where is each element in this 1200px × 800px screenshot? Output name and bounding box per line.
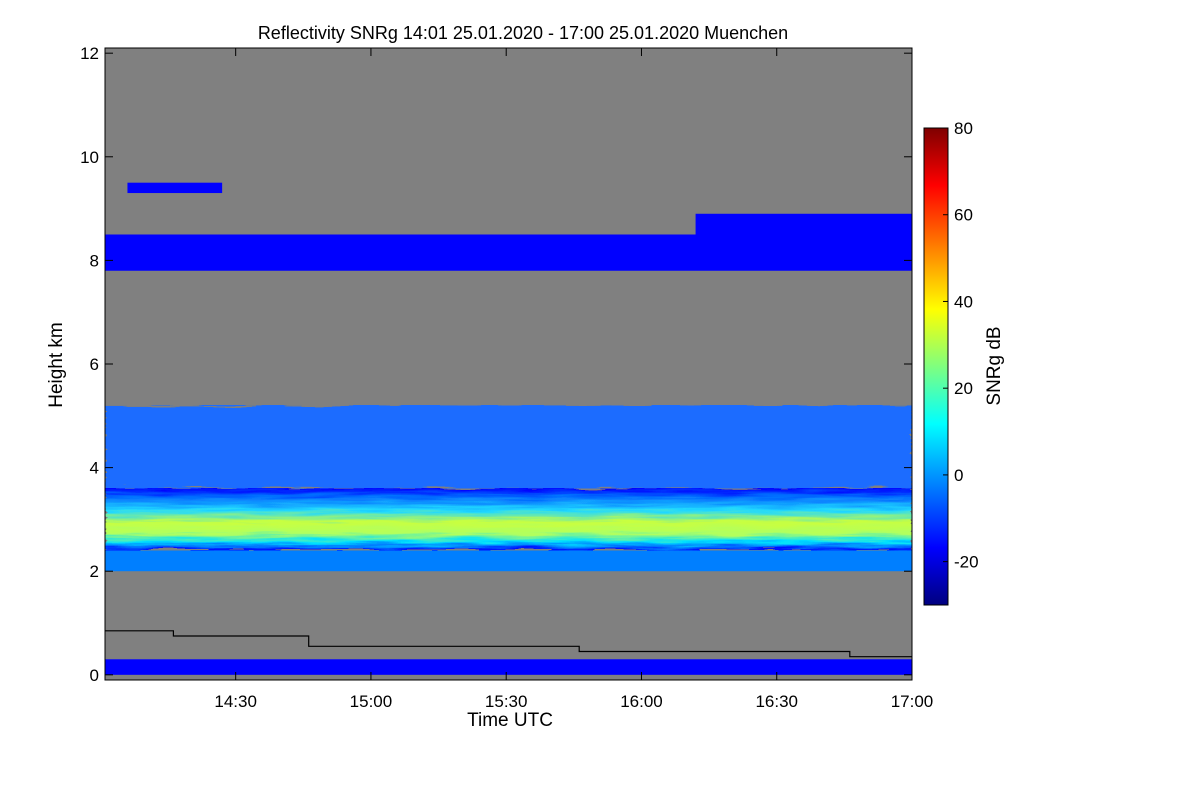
x-tick-label: 15:30 [485,692,528,711]
y-tick-label: 0 [90,666,99,685]
threshold-line [105,630,912,658]
x-axis: 14:30 15:00 15:30 16:00 16:30 17:00 Time… [214,48,933,731]
echo-layer-main-cloud-core [105,488,912,551]
echo-layer-surface-clutter [105,659,912,675]
plot-area [104,47,913,681]
colorbar: SNRg dB -20 0 20 40 60 80 [923,119,1005,606]
x-tick-label: 14:30 [214,692,257,711]
echo-layer-cirrus-upper [695,213,912,251]
y-tick-label: 8 [90,251,99,270]
colorbar-tick-label: -20 [954,553,979,572]
echo-layer-cirrus-9.4km [127,182,223,194]
colorbar-gradient [923,127,949,606]
colorbar-tick-label: 60 [954,206,973,225]
chart-title: Reflectivity SNRg 14:01 25.01.2020 - 17:… [258,23,788,43]
x-tick-label: 16:30 [755,692,798,711]
y-tick-label: 4 [90,459,99,478]
echo-layers [105,182,912,675]
colorbar-tick-label: 0 [954,466,963,485]
y-tick-label: 6 [90,355,99,374]
x-tick-label: 15:00 [350,692,393,711]
colorbar-tick-label: 80 [954,119,973,138]
y-tick-label: 2 [90,562,99,581]
x-tick-label: 16:00 [620,692,663,711]
x-axis-label: Time UTC [467,710,553,731]
echo-layer-cloud-base [105,550,912,572]
y-tick-label: 12 [80,44,99,63]
nodata-background [105,48,912,680]
y-axis-label: Height km [46,322,67,408]
colorbar-tick-label: 40 [954,292,973,311]
colorbar-label: SNRg dB [984,326,1005,405]
y-tick-label: 10 [80,148,99,167]
x-tick-label: 17:00 [891,692,934,711]
colorbar-tick-label: 20 [954,379,973,398]
y-axis: Height km 0 2 4 6 8 10 12 [46,44,912,685]
echo-layer-main-cloud-upper [105,405,912,489]
